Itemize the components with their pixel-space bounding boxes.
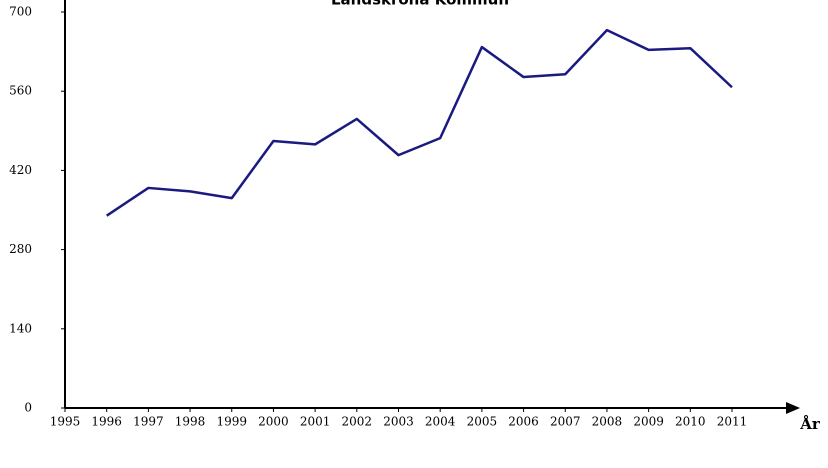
x-tick-label: 2000 <box>258 415 289 429</box>
x-tick-label: 2005 <box>467 415 498 429</box>
y-tick-label: 700 <box>9 5 32 19</box>
x-tick-label: 2007 <box>550 415 581 429</box>
x-tick-label: 1998 <box>175 415 206 429</box>
y-tick-label: 560 <box>9 84 32 98</box>
x-tick-label: 1999 <box>216 415 247 429</box>
y-tick-label: 140 <box>9 321 32 335</box>
y-tick-label: 0 <box>24 401 32 415</box>
x-axis-label: År <box>799 415 821 433</box>
y-tick-label: 280 <box>9 242 32 256</box>
data-line <box>105 28 733 217</box>
x-tick-label: 2003 <box>383 415 414 429</box>
x-tick-label: 2011 <box>717 415 748 429</box>
x-tick-label: 2002 <box>342 415 373 429</box>
y-tick-label: 420 <box>9 163 32 177</box>
x-tick-label: 1996 <box>91 415 122 429</box>
x-tick-label: 1995 <box>50 415 81 429</box>
x-tick-label: 2008 <box>592 415 623 429</box>
x-tick-label: 2001 <box>300 415 331 429</box>
x-axis-arrow <box>786 402 800 414</box>
x-tick-label: 2010 <box>675 415 706 429</box>
x-tick-label: 2006 <box>508 415 539 429</box>
x-tick-label: 2004 <box>425 415 456 429</box>
x-tick-label: 2009 <box>633 415 664 429</box>
x-tick-label: 1997 <box>133 415 164 429</box>
chart-title: Landskrona Kommun <box>331 0 509 9</box>
